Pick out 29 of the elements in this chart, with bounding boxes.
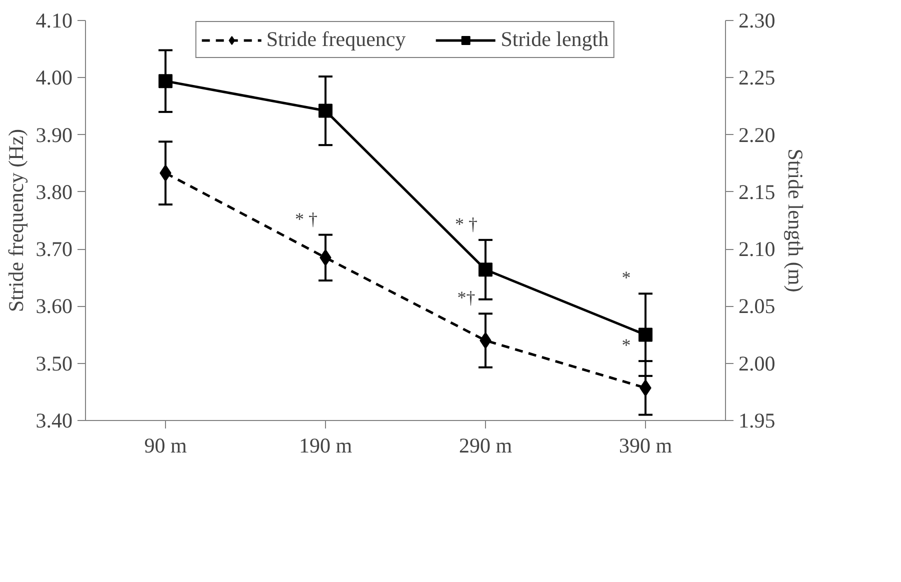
y2-tick-label: 2.15	[738, 180, 776, 204]
annotation: * †	[455, 214, 478, 234]
x-tick-label: 390 m	[618, 434, 672, 458]
y-tick-label: 3.80	[36, 180, 72, 204]
y2-axis-title: Stride length (m)	[783, 148, 808, 292]
y2-tick-label: 2.20	[738, 122, 776, 147]
x-tick-label: 90 m	[144, 434, 187, 458]
y-tick-label: 3.70	[36, 237, 72, 262]
x-tick-label: 290 m	[458, 434, 512, 458]
y2-tick-label: 1.95	[738, 408, 776, 432]
legend-label: Stride length	[500, 27, 609, 52]
y-tick-label: 3.50	[36, 351, 72, 376]
x-tick-label: 190 m	[298, 434, 352, 458]
y-tick-label: 4.10	[36, 8, 72, 32]
y2-tick-label: 2.30	[738, 8, 776, 32]
annotation: *	[622, 268, 631, 288]
annotation: * †	[295, 208, 318, 229]
y-tick-label: 3.40	[36, 408, 72, 432]
y2-tick-label: 2.25	[738, 66, 776, 90]
legend-label: Stride frequency	[266, 27, 406, 52]
y-axis-title: Stride frequency (Hz)	[4, 128, 28, 312]
y-tick-label: 4.00	[36, 66, 72, 90]
annotation: *	[622, 335, 631, 356]
y2-tick-label: 2.10	[738, 237, 776, 262]
annotation: *†	[457, 288, 476, 308]
y2-tick-label: 2.00	[738, 351, 776, 376]
y-tick-label: 3.90	[36, 122, 72, 147]
y-tick-label: 3.60	[36, 294, 72, 318]
y2-tick-label: 2.05	[738, 294, 776, 318]
